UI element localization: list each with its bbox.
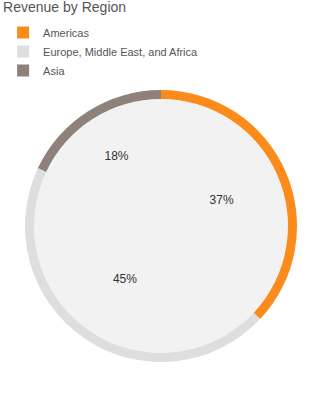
svg-text:Asia: Asia [43, 65, 65, 77]
svg-text:Americas: Americas [43, 27, 89, 39]
svg-text:45%: 45% [113, 272, 137, 286]
svg-text:37%: 37% [210, 193, 234, 207]
svg-text:Europe, Middle East, and Afric: Europe, Middle East, and Africa [43, 46, 198, 58]
svg-text:18%: 18% [105, 149, 129, 163]
svg-text:Revenue by Region: Revenue by Region [3, 0, 126, 15]
